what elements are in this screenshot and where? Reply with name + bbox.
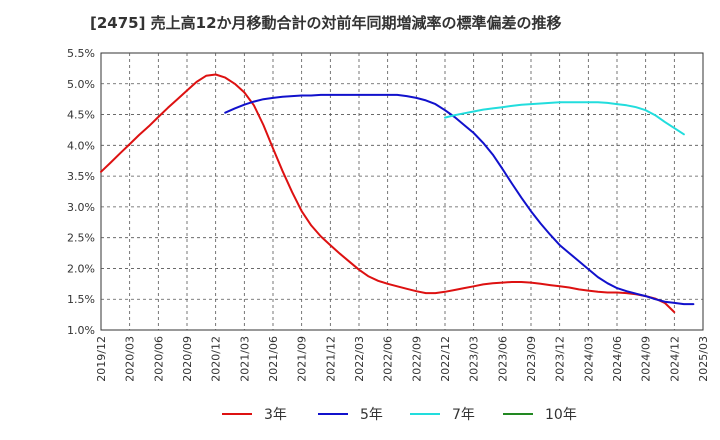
x-tick-label: 2020/09 (181, 336, 194, 382)
legend-label-2: 7年 (452, 407, 475, 423)
y-tick-label: 4.5% (67, 109, 95, 122)
legend-label-3: 10年 (545, 407, 577, 423)
x-tick-label: 2022/06 (382, 336, 395, 382)
series-line-0 (100, 73, 676, 314)
x-tick-label: 2024/12 (668, 336, 681, 382)
chart-title: [2475] 売上高12か月移動合計の対前年同期増減率の標準偏差の推移 (90, 14, 562, 32)
x-tick-label: 2024/03 (582, 336, 595, 382)
x-tick-label: 2022/09 (410, 336, 423, 382)
y-tick-label: 1.5% (67, 293, 95, 306)
y-tick-label: 1.0% (67, 324, 95, 337)
x-tick-label: 2022/03 (353, 336, 366, 382)
plot-area (100, 52, 704, 331)
x-tick-label: 2024/06 (611, 336, 624, 382)
series-line-1 (224, 93, 695, 306)
x-tick-label: 2021/06 (267, 336, 280, 382)
y-tick-label: 5.5% (67, 47, 95, 60)
x-tick-label: 2025/03 (697, 336, 710, 382)
x-tick-label: 2022/12 (439, 336, 452, 382)
y-tick-label: 2.5% (67, 232, 95, 245)
y-tick-label: 5.0% (67, 78, 95, 91)
legend-label-1: 5年 (360, 407, 383, 423)
y-tick-label: 2.0% (67, 262, 95, 275)
x-tick-label: 2019/12 (95, 336, 108, 382)
y-tick-label: 3.5% (67, 170, 95, 183)
x-tick-label: 2021/03 (238, 336, 251, 382)
x-tick-label: 2021/09 (296, 336, 309, 382)
x-tick-label: 2020/06 (152, 336, 165, 382)
x-tick-label: 2020/12 (210, 336, 223, 382)
x-tick-label: 2023/06 (496, 336, 509, 382)
x-tick-label: 2023/03 (468, 336, 481, 382)
x-tick-label: 2021/12 (324, 336, 337, 382)
x-tick-label: 2023/12 (554, 336, 567, 382)
y-tick-label: 3.0% (67, 201, 95, 214)
x-tick-label: 2020/03 (124, 336, 137, 382)
legend-label-0: 3年 (264, 407, 287, 423)
x-tick-label: 2023/09 (525, 336, 538, 382)
series-line-2 (444, 101, 685, 136)
y-tick-label: 4.0% (67, 139, 95, 152)
x-tick-label: 2024/09 (640, 336, 653, 382)
